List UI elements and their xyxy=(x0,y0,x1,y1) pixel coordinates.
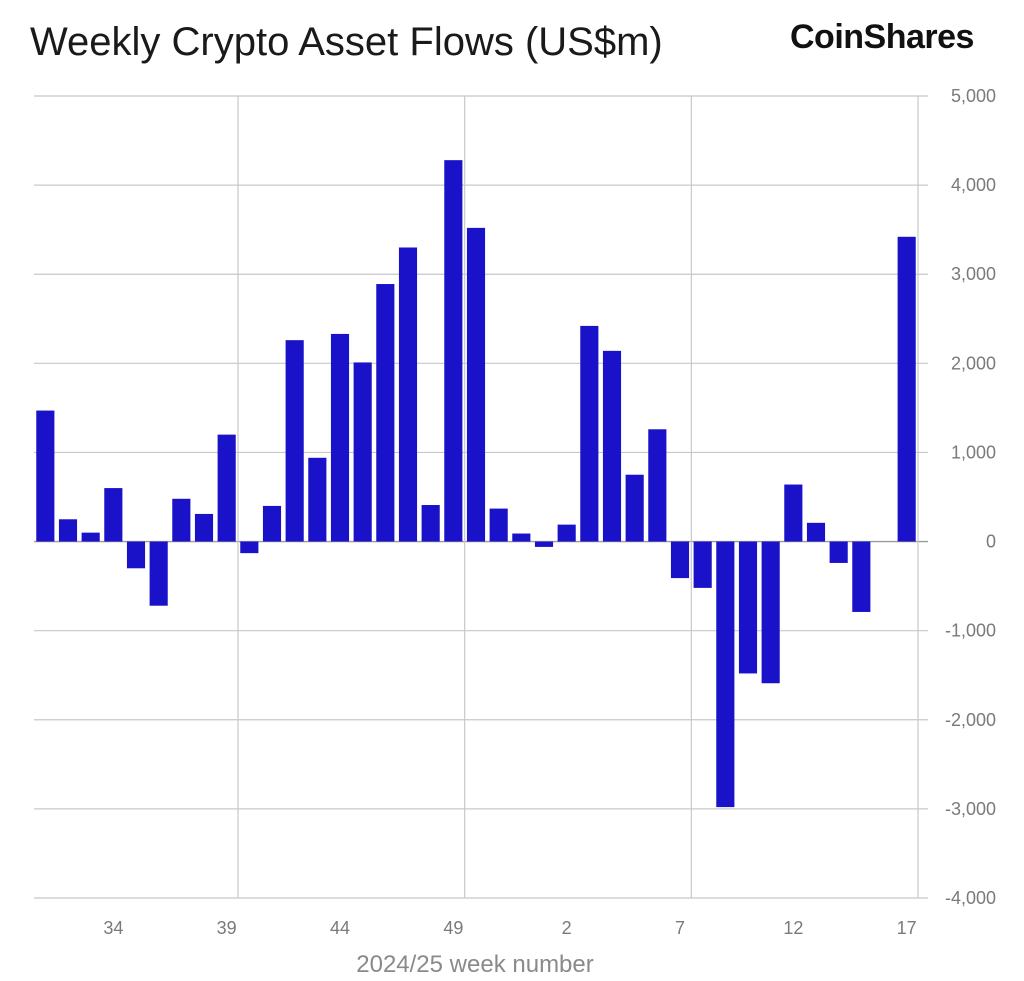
bars xyxy=(36,160,916,808)
y-tick-label: 1,000 xyxy=(951,442,996,462)
x-tick-label: 44 xyxy=(330,918,350,938)
y-tick-label: -3,000 xyxy=(945,799,996,819)
bar-week-46 xyxy=(376,284,395,542)
bar-week-15 xyxy=(852,541,871,612)
bar-week-4 xyxy=(602,350,622,542)
x-tick-label: 39 xyxy=(217,918,237,938)
y-tick-label: 0 xyxy=(986,532,996,552)
bar-week-50 xyxy=(466,227,486,542)
coinshares-logo: CoinShares xyxy=(790,18,974,56)
bar-week-39 xyxy=(217,434,236,542)
bar-week-13 xyxy=(806,522,826,542)
bar-week-3 xyxy=(580,325,599,542)
y-tick-label: -2,000 xyxy=(945,710,996,730)
bar-week-1 xyxy=(534,541,554,547)
bar-week-31 xyxy=(36,410,55,542)
x-tick-label: 17 xyxy=(897,918,917,938)
axes: 5,000 4,000 3,000 2,000 1,000 0 -1,000 -2,000 -3… xyxy=(103,86,996,938)
bar-week-12 xyxy=(784,484,803,542)
bar-week-6 xyxy=(648,429,667,542)
bar-week-47 xyxy=(398,247,418,542)
bar-week-45 xyxy=(353,362,372,542)
bar-week-52 xyxy=(512,533,531,542)
bar-week-48 xyxy=(421,505,440,542)
bar-week-33 xyxy=(81,532,100,542)
x-tick-label: 34 xyxy=(103,918,123,938)
bar-week-7 xyxy=(670,541,690,579)
y-tick-label: -1,000 xyxy=(945,621,996,641)
bar-week-17 xyxy=(897,236,916,542)
chart-title: Weekly Crypto Asset Flows (US$m) xyxy=(30,20,663,64)
bar-week-14 xyxy=(829,541,848,563)
x-tick-label: 12 xyxy=(783,918,803,938)
bar-week-51 xyxy=(489,508,508,542)
bar-week-32 xyxy=(58,519,78,542)
x-tick-label: 2 xyxy=(562,918,572,938)
bar-week-2 xyxy=(557,524,576,542)
y-tick-label: 5,000 xyxy=(951,86,996,106)
y-tick-label: 2,000 xyxy=(951,353,996,373)
bar-week-5 xyxy=(625,474,644,542)
bar-week-36 xyxy=(149,541,168,606)
y-tick-label: 3,000 xyxy=(951,264,996,284)
bar-week-38 xyxy=(194,513,214,542)
bar-week-35 xyxy=(126,541,146,569)
bar-week-42 xyxy=(285,340,304,542)
y-tick-label: 4,000 xyxy=(951,175,996,195)
bar-week-11 xyxy=(761,541,780,684)
bar-week-40 xyxy=(240,541,259,554)
bar-week-41 xyxy=(262,505,282,542)
bar-week-9 xyxy=(716,541,735,808)
bar-week-8 xyxy=(693,541,712,588)
bar-week-43 xyxy=(308,457,327,542)
bar-week-49 xyxy=(444,160,463,542)
x-tick-label: 7 xyxy=(675,918,685,938)
x-tick-label: 49 xyxy=(443,918,463,938)
bar-week-37 xyxy=(172,498,191,542)
bar-week-44 xyxy=(330,333,350,542)
bar-week-10 xyxy=(738,541,758,674)
x-axis-label: 2024/25 week number xyxy=(356,951,594,978)
y-tick-label: -4,000 xyxy=(945,888,996,908)
bar-week-34 xyxy=(104,488,123,542)
